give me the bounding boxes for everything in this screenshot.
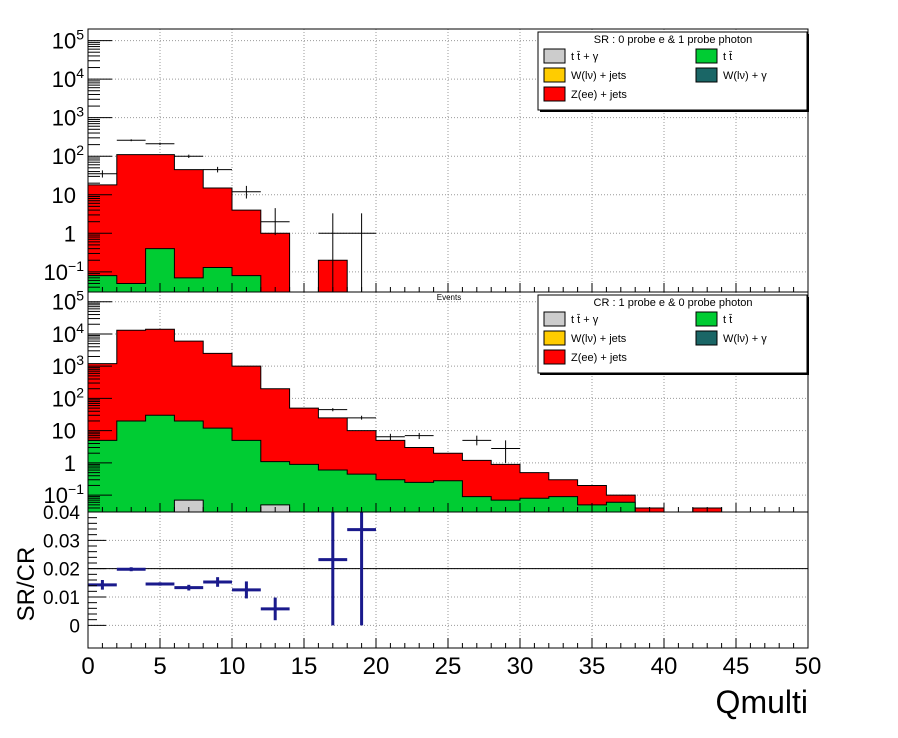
- x-axis-label: Qmulti: [716, 684, 808, 720]
- legend-swatch-ttgamma: [543, 311, 566, 327]
- y-tick-label: 10−1: [44, 481, 85, 508]
- y-tick-label: 105: [52, 288, 84, 315]
- y-tick-label: 10: [52, 419, 76, 444]
- legend-title: CR : 1 probe e & 0 probe photon: [594, 297, 753, 309]
- legend-swatch-zee: [543, 86, 566, 102]
- y-tick-label: 0.02: [43, 560, 80, 581]
- legend-label-tt: t t̄: [723, 51, 733, 63]
- x-tick-label: 45: [723, 653, 750, 680]
- y-tick-label: 102: [52, 142, 84, 169]
- legend-swatch-ttgamma: [543, 48, 566, 64]
- y-tick-label: 104: [52, 65, 84, 92]
- y-tick-label: 1: [64, 451, 76, 476]
- legend-label-ttgamma: t t̄ + γ: [571, 51, 599, 63]
- x-tick-label: 40: [651, 653, 678, 680]
- legend-swatch-wgamma: [695, 330, 718, 346]
- x-tick-label: 50: [795, 653, 822, 680]
- x-tick-label: 20: [363, 653, 390, 680]
- legend-label-zee: Z(ee) + jets: [571, 352, 627, 364]
- legend-swatch-wgamma: [695, 67, 718, 83]
- y-tick-label: 10−1: [44, 258, 85, 285]
- legend-label-wgamma: W(lν) + γ: [723, 70, 767, 82]
- x-tick-label: 10: [219, 653, 246, 680]
- panel-top: 10−1 1 10 102 103 104 105 SR : 0 probe e & 1 pr…: [44, 27, 809, 293]
- series-tt-area: [87, 248, 262, 293]
- y-tick-label: 102: [52, 384, 84, 411]
- y-tick-label: 105: [52, 27, 84, 54]
- x-tick-label: 15: [291, 653, 318, 680]
- legend-label-zee: Z(ee) + jets: [571, 89, 627, 101]
- legend-swatch-zee: [543, 349, 566, 365]
- y-tick-label: 103: [52, 352, 84, 379]
- legend-swatch-wjets: [543, 67, 566, 83]
- y-tick-label: 0.03: [43, 531, 80, 552]
- x-tick-label: 25: [435, 653, 462, 680]
- panel-middle: 10−1 1 10 102 103 104 105 Events CR : 1 probe e …: [44, 288, 809, 513]
- series-tt-area: [87, 414, 636, 513]
- x-tick-label: 5: [153, 653, 166, 680]
- legend-box: [537, 294, 808, 374]
- legend-swatch-tt: [695, 48, 718, 64]
- y-tick-label: 0.01: [43, 588, 80, 609]
- events-label: Events: [437, 293, 461, 302]
- legend-label-wgamma: W(lν) + γ: [723, 333, 767, 345]
- y-tick-label: 104: [52, 320, 84, 347]
- plot-frame: [87, 511, 809, 649]
- y-tick-label: 103: [52, 104, 84, 131]
- y-tick-label: 1: [64, 221, 76, 246]
- legend-label-wjets: W(lν) + jets: [571, 333, 627, 345]
- panel-ratio: 0 0.01 0.02 0.03 0.04 0 5 10 15 20 25 30 35 40 45 50 SR/…: [13, 503, 821, 720]
- legend: SR : 0 probe e & 1 probe photon t t̄ + γ t…: [537, 31, 809, 112]
- y-tick-label: 0.04: [43, 503, 80, 524]
- x-tick-label: 30: [507, 653, 534, 680]
- legend: CR : 1 probe e & 0 probe photon t t̄ + γ t…: [537, 294, 809, 375]
- y-axis-label: SR/CR: [13, 547, 40, 622]
- legend-label-ttgamma: t t̄ + γ: [571, 314, 599, 326]
- plot-area: [88, 512, 808, 648]
- legend-swatch-wjets: [543, 330, 566, 346]
- x-tick-label: 0: [81, 653, 94, 680]
- legend-label-wjets: W(lν) + jets: [571, 70, 627, 82]
- legend-swatch-tt: [695, 311, 718, 327]
- legend-label-tt: t t̄: [723, 314, 733, 326]
- y-tick-label: 0: [69, 616, 80, 637]
- legend-box: [537, 31, 808, 111]
- y-tick-label: 10: [52, 183, 76, 208]
- legend-title: SR : 0 probe e & 1 probe photon: [594, 34, 752, 46]
- x-tick-label: 35: [579, 653, 606, 680]
